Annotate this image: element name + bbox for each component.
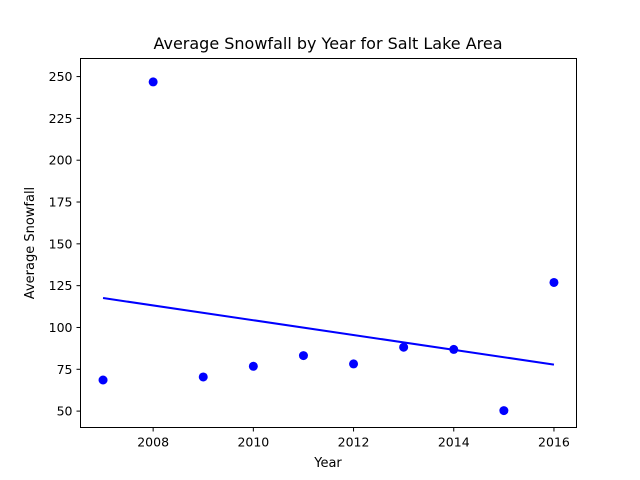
scatter-point [499, 406, 509, 416]
scatter-point [399, 342, 409, 352]
y-tick-label: 225 [49, 111, 73, 126]
x-tick-label: 2016 [538, 435, 570, 450]
y-tick-label: 150 [49, 236, 73, 251]
y-tick-label: 125 [49, 278, 73, 293]
y-tick-label: 75 [57, 362, 73, 377]
plot-frame [80, 58, 577, 428]
chart-title: Average Snowfall by Year for Salt Lake A… [153, 34, 502, 53]
scatter-point [549, 277, 559, 287]
plot-area [98, 77, 559, 416]
trend-line [102, 297, 555, 366]
scatter-point [98, 375, 108, 385]
y-tick-label: 50 [57, 404, 73, 419]
scatter-point [198, 372, 208, 382]
x-tick-label: 2012 [338, 435, 370, 450]
x-axis-label: Year [313, 456, 342, 471]
scatter-point [248, 361, 258, 371]
x-tick-label: 2010 [237, 435, 269, 450]
y-tick-label: 250 [49, 69, 73, 84]
x-axis: 2008 2010 2012 2014 2016 [137, 427, 570, 450]
y-axis: 50 75 100 125 150 175 200 225 250 [49, 69, 81, 419]
scatter-point [349, 359, 359, 369]
x-tick-label: 2008 [137, 435, 169, 450]
scatter-point [298, 351, 308, 361]
y-tick-label: 175 [49, 195, 73, 210]
x-tick-label: 2014 [438, 435, 470, 450]
scatter-point [148, 77, 158, 87]
y-tick-label: 100 [49, 320, 73, 335]
y-tick-label: 200 [49, 153, 73, 168]
y-axis-label: Average Snowfall [23, 187, 38, 299]
